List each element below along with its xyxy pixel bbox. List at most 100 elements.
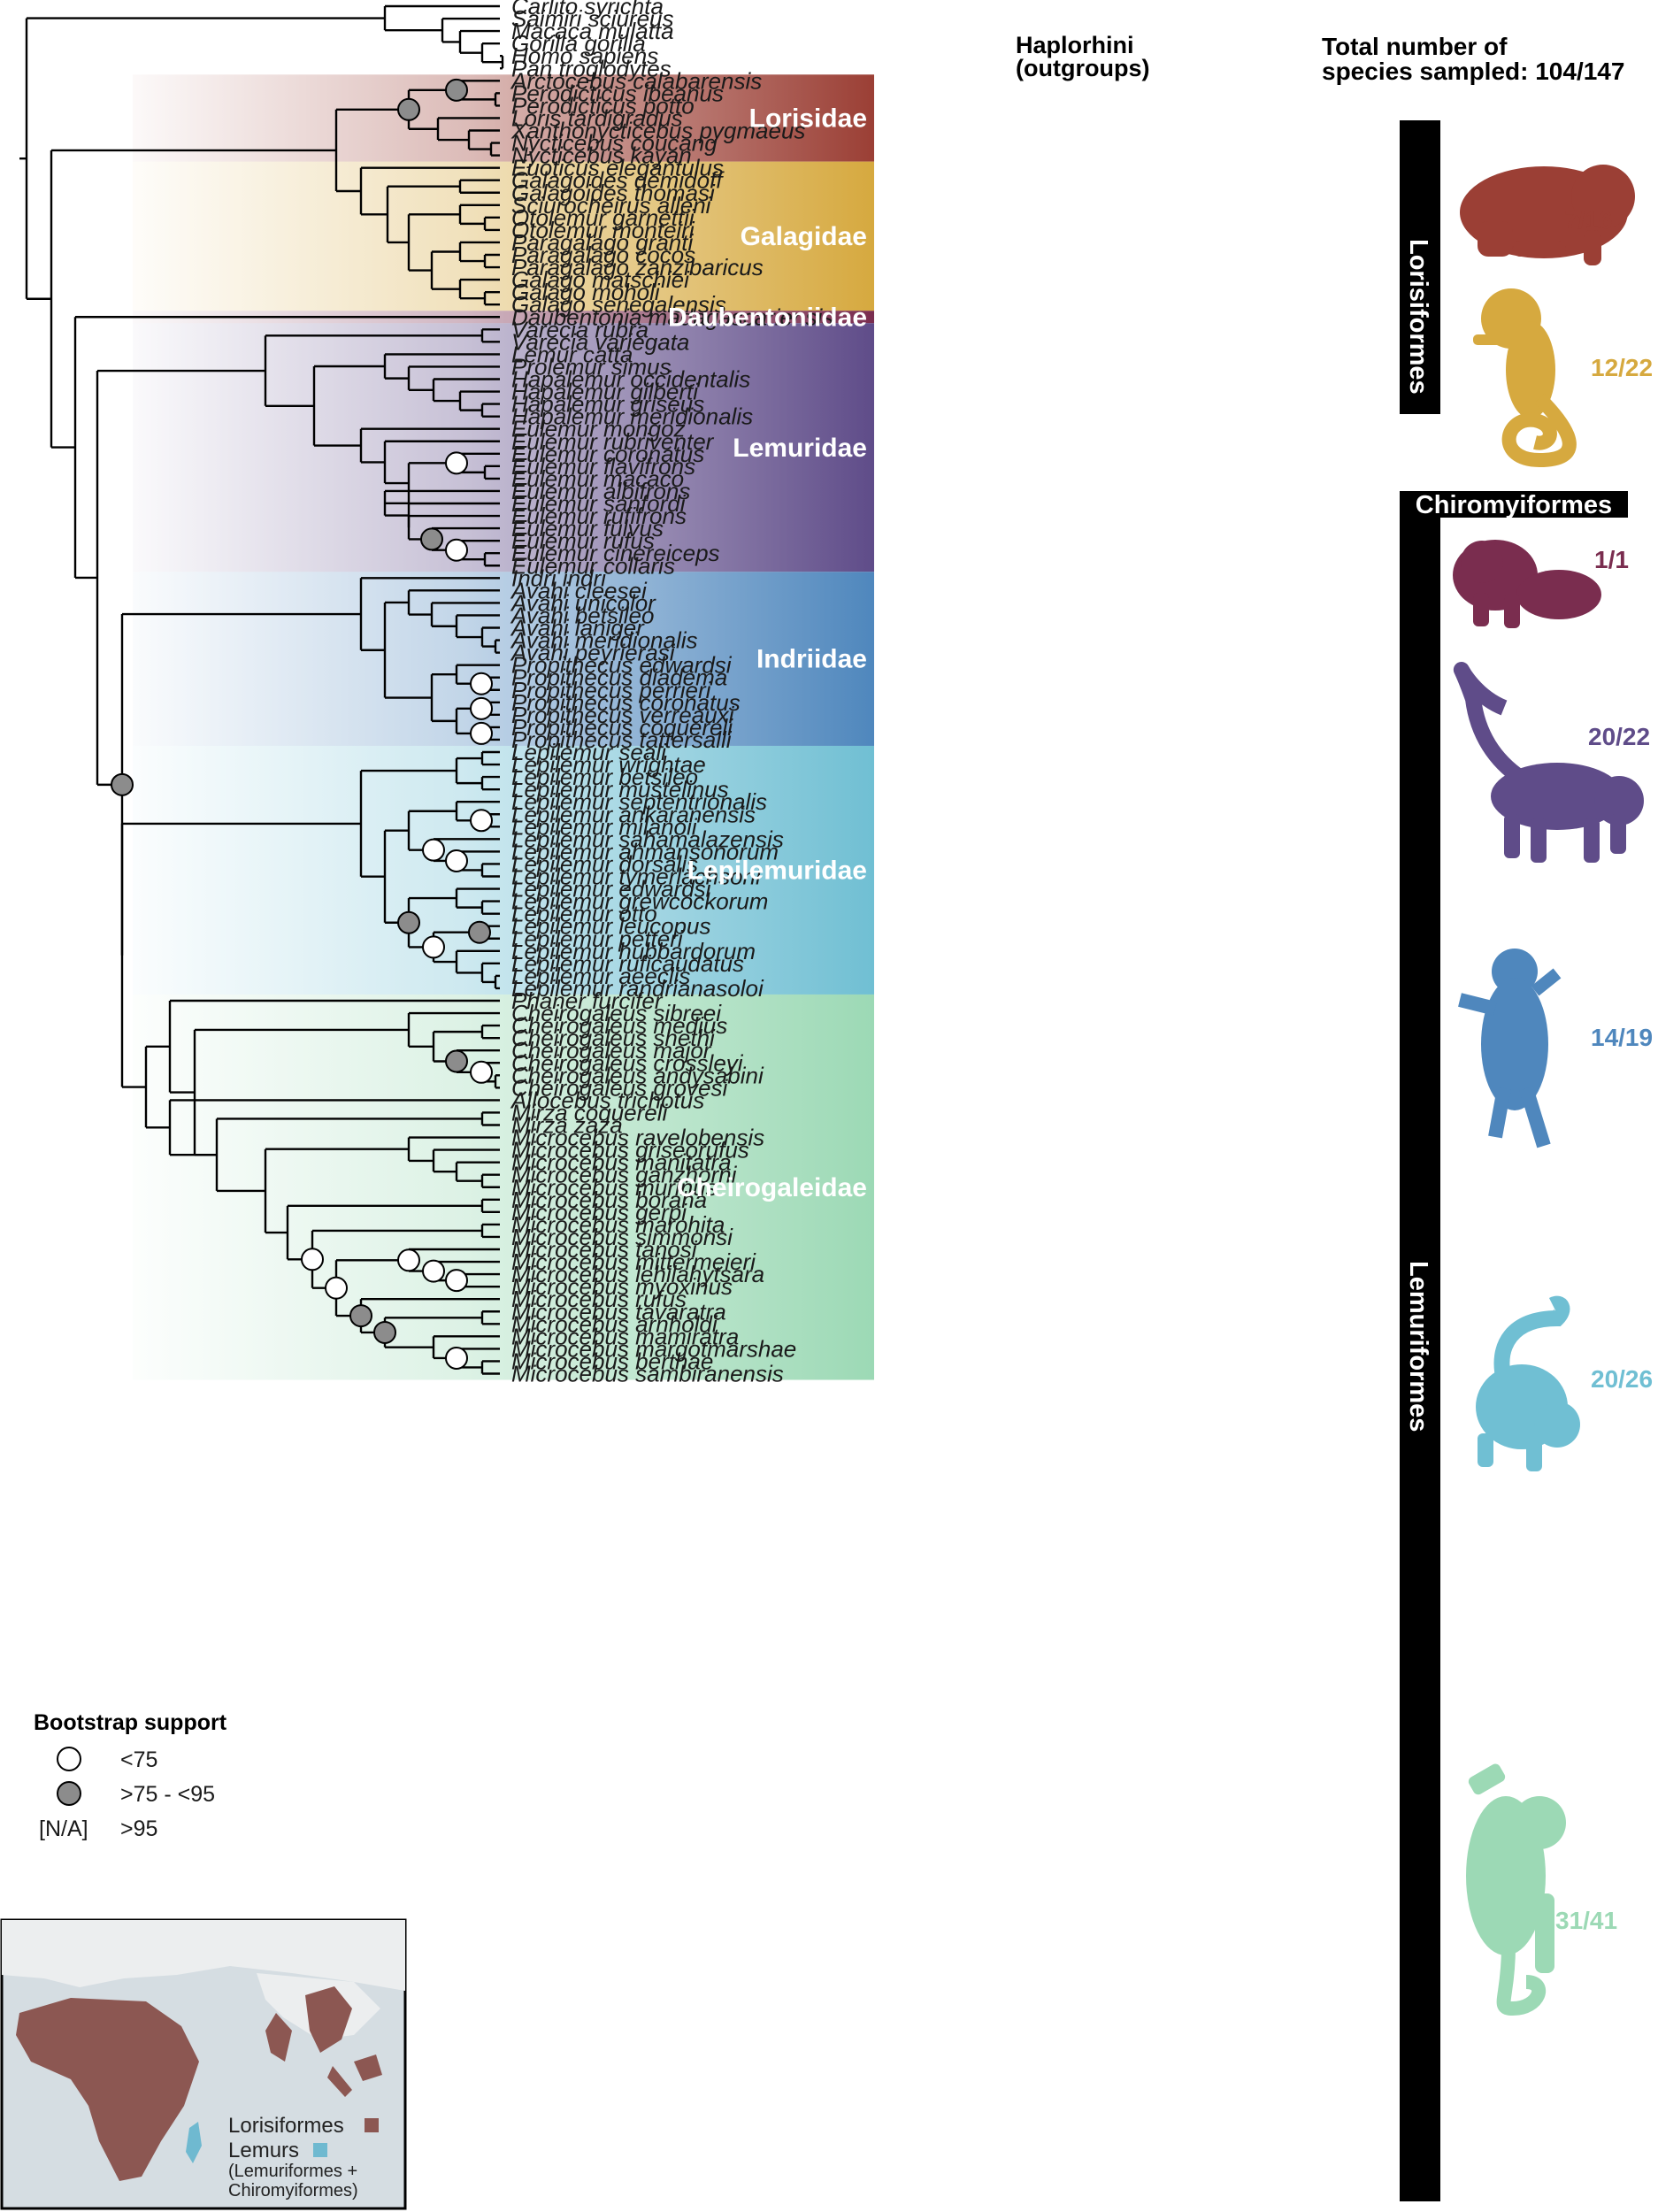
species-label: Eulemur rufifrons <box>511 503 687 529</box>
indriidae-count: 14/19 <box>1591 1024 1653 1051</box>
species-label: Eulemur coronatus <box>511 441 704 467</box>
species-label: Propithecus coronatus <box>511 689 741 716</box>
total-label-line1: Total number of <box>1322 33 1508 60</box>
map-eurasia <box>2 1920 405 1991</box>
species-label: Allocebus trichotus <box>510 1087 704 1113</box>
species-label: Lepilemur seali <box>511 739 667 765</box>
species-label: Xanthonycticebus pygmaeus <box>510 118 805 144</box>
species-label: Mirza zaza <box>511 1112 623 1139</box>
daubentoniidae-count: 1/1 <box>1594 546 1629 573</box>
species-label: Galagoides demidoff <box>511 167 725 194</box>
bootstrap-low-node <box>470 721 493 745</box>
species-label: Hapalemur meridionalis <box>511 403 753 430</box>
species-label: Mirza coquereli <box>511 1099 669 1125</box>
species-label: Lepilemur wrightae <box>511 751 706 778</box>
lorisiformes-label: Lorisiformes <box>1404 239 1432 395</box>
band-indriidae <box>133 572 874 746</box>
species-label: Lepilemur dorsalis <box>511 850 698 877</box>
bootstrap-low-node <box>301 1248 324 1271</box>
species-label: Lepilemur ruficaudatus <box>511 950 744 977</box>
map-seasia-lorisiformes <box>305 1986 352 2053</box>
bootstrap-low-node <box>445 849 468 872</box>
daubentoniidae-silhouette-icon <box>1453 540 1601 628</box>
lemuriformes-bar <box>1400 494 1440 2201</box>
species-label: Microcebus boraha <box>511 1187 707 1213</box>
species-label: Microcebus mamiratra <box>511 1323 739 1349</box>
species-label: Phaner furcifer <box>511 987 664 1014</box>
family-labels: Lorisidae Galagidae Daubentoniidae Lemurida… <box>668 104 867 1202</box>
family-label-indriidae: Indriidae <box>756 645 867 674</box>
map-legend-lemurs-sub2: Chiromyiformes) <box>228 2181 358 2200</box>
species-label: Galago moholi <box>511 279 661 305</box>
species-label: Galago senegalensis <box>511 291 726 318</box>
species-label: Lepilemur ahmansonorum <box>511 838 779 864</box>
species-label: Hapalemur griseus <box>511 391 704 418</box>
species-label: Avahi peyrierasi <box>510 640 676 666</box>
species-label: Cheirogaleus major <box>511 1037 712 1064</box>
bootstrap-low-node <box>397 1248 420 1272</box>
species-label: Lepilemur tymerlachsoni <box>511 864 762 890</box>
bootstrap-low-node <box>470 1060 493 1084</box>
species-label: Microcebus mittermeieri <box>511 1248 756 1275</box>
species-label: Varecia rubra <box>511 316 649 342</box>
bootstrap-mid-node <box>111 772 134 796</box>
bootstrap-low-node <box>422 838 445 862</box>
species-label: Prolemur simus <box>511 353 672 380</box>
species-label: Lepilemur mustelinus <box>511 776 729 803</box>
lorisiformes-bar <box>1400 120 1440 414</box>
species-label: Eulemur mongoz <box>511 416 686 442</box>
lorisidae-silhouette-icon <box>1460 165 1635 265</box>
species-label: Euoticus elegantulus <box>511 155 724 181</box>
species-label: Lepilemur edwardsi <box>511 876 712 902</box>
species-label: Gorilla gorilla <box>511 30 646 57</box>
map-madagascar-lemurs <box>186 2122 202 2163</box>
bootstrap-low-node <box>445 1346 468 1370</box>
legend-mid-label: >75 - <95 <box>120 1782 215 1807</box>
species-label: Microcebus ravelobensis <box>511 1125 764 1151</box>
species-label: Microcebus simmonsi <box>511 1224 733 1250</box>
species-label: Lepilemur hubbardorum <box>511 938 756 964</box>
legend-high-label: >95 <box>120 1816 157 1841</box>
band-lemuridae <box>133 323 874 572</box>
species-label: Nycticebus kayan <box>511 142 692 169</box>
species-label: Eulemur collaris <box>511 552 675 579</box>
species-label: Lepilemur grewcockorum <box>511 888 768 915</box>
species-label: Microcebus ganzhorni <box>511 1162 738 1188</box>
species-label: Lepilemur betsileo <box>511 764 698 790</box>
family-label-galagidae: Galagidae <box>741 222 867 251</box>
lemuriformes-label: Lemuriformes <box>1404 1261 1432 1432</box>
species-label: Sciurocheirus alleni <box>511 192 712 219</box>
map-borneo-lorisiformes <box>354 2055 382 2081</box>
band-lepilemuridae <box>133 745 874 995</box>
map-legend-lemurs-sub1: (Lemuriformes + <box>228 2162 357 2181</box>
species-label: Microcebus myoxinus <box>511 1273 733 1300</box>
species-label: Microcebus arnholdi <box>511 1310 718 1337</box>
band-galagidae <box>133 161 874 311</box>
bootstrap-low-node <box>470 809 493 833</box>
family-label-daubentoniidae: Daubentoniidae <box>668 303 867 332</box>
outgroup-label-line2: (outgroups) <box>1016 55 1149 81</box>
map-legend-lorisiformes: Lorisiformes <box>228 2114 344 2138</box>
species-label: Lemur catta <box>511 341 633 367</box>
species-label: Propithecus verreauxi <box>511 702 735 728</box>
outgroup-label-line1: Haplorhini <box>1016 32 1134 58</box>
lemuridae-silhouette-icon <box>1453 662 1644 863</box>
bootstrap-mid-node <box>420 527 443 551</box>
indriidae-silhouette-icon <box>1458 949 1562 1148</box>
species-label: Galago matschiei <box>511 266 690 293</box>
species-label: Loris tardigradus <box>511 104 683 131</box>
species-label: Daubentonia madagascariensis <box>511 303 833 330</box>
bootstrap-mid-node <box>445 78 468 102</box>
legend-na-symbol: [N/A] <box>39 1816 88 1841</box>
bootstrap-low-node <box>445 538 468 562</box>
lemuridae-count: 20/22 <box>1588 723 1650 750</box>
species-label: Microcebus lehilahytsara <box>511 1261 764 1287</box>
galagidae-silhouette-icon <box>1473 288 1577 468</box>
species-label: Lepilemur leucopus <box>511 913 710 940</box>
legend-title: Bootstrap support <box>34 1710 227 1735</box>
chiromyiformes-bar <box>1400 491 1628 518</box>
band-daubentoniidae <box>133 311 874 324</box>
species-label: Lepilemur milanoii <box>511 813 698 840</box>
species-label: Varecia variegata <box>511 328 689 355</box>
